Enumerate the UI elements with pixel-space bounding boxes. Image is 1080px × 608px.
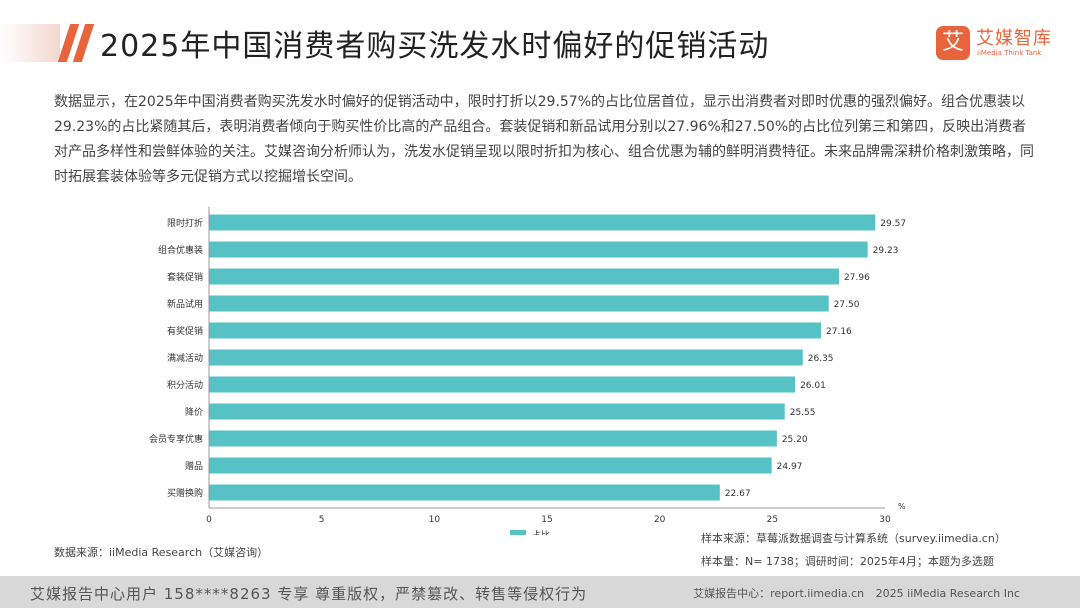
category-label: 积分活动 [167,379,203,391]
category-label: 满减活动 [167,352,203,364]
bar [209,430,777,447]
logo-icon: 艾 [936,26,970,60]
logo-subtitle: iiMedia Think Tank [977,49,1042,57]
brand-logo: 艾 艾媒智库 iiMedia Think Tank [936,22,1066,66]
category-label: 赠品 [185,460,203,472]
x-tick-label: 20 [654,515,666,525]
bar-value-label: 29.23 [873,246,899,256]
x-tick-label: 25 [767,515,778,525]
description-text: 数据显示，在2025年中国消费者购买洗发水时偏好的促销活动中，限时打折以29.5… [54,94,1034,185]
bar [209,403,785,420]
bar-value-label: 25.20 [782,435,808,445]
data-source-note: 数据来源：iiMedia Research（艾媒咨询） [54,546,269,559]
sample-info-note: 样本量：N= 1738；调研时间：2025年4月；本题为多选题 [701,555,994,568]
bar-value-label: 25.55 [790,408,816,418]
bar-value-label: 27.16 [826,327,852,337]
bar [209,376,796,393]
bar [209,322,822,339]
chart-legend: 占比 [510,529,550,535]
category-label: 套装促销 [167,271,203,283]
logo-name: 艾媒智库 [976,28,1052,49]
bar [209,268,840,285]
x-tick-label: 10 [429,515,441,525]
x-axis-unit: % [898,502,906,511]
bar [209,484,720,501]
sample-source-note: 样本来源：草莓派数据调查与计算系统（survey.iimedia.cn） [701,532,1006,545]
bar-value-label: 26.01 [800,381,826,391]
title-decoration [0,24,60,62]
bar-value-label: 22.67 [725,489,751,499]
footer-copyright-notice: 艾媒报告中心用户 158****8263 专享 尊重版权，严禁篡改、转售等侵权行… [30,585,588,603]
category-label: 买赠换购 [167,487,203,499]
bar-value-label: 27.50 [834,300,860,310]
category-label: 降价 [185,406,203,418]
bar [209,214,876,231]
footer-copyright: 2025 iiMedia Research Inc [875,587,1020,600]
bar [209,295,829,312]
bar-value-label: 24.97 [777,462,803,472]
x-axis-ticks: 0 5 10 15 20 25 30% [206,502,906,525]
bar-chart: 限时打折 29.57 组合优惠装 29.23 套装促销 27.96 新品试用 27.50 有奖促… [149,207,906,535]
chart-bars: 限时打折 29.57 组合优惠装 29.23 套装促销 27.96 新品试用 27.50 有奖促… [149,214,906,501]
x-tick-label: 30 [879,515,891,525]
bar [209,349,803,366]
header: 2025年中国消费者购买洗发水时偏好的促销活动 艾 艾媒智库 iiMedia T… [0,0,1080,88]
category-label: 会员专享优惠 [149,433,203,445]
bar-value-label: 26.35 [808,354,834,364]
footer-bar: 艾媒报告中心用户 158****8263 专享 尊重版权，严禁篡改、转售等侵权行… [0,576,1080,608]
x-tick-label: 0 [206,515,212,525]
bar-value-label: 29.57 [880,219,906,229]
footer-site-info: 艾媒报告中心：report.iimedia.cn 2025 iiMedia Re… [685,585,1020,601]
legend-swatch [510,530,526,535]
bar [209,241,868,258]
page-title: 2025年中国消费者购买洗发水时偏好的促销活动 [100,29,770,64]
legend-label: 占比 [532,529,550,535]
footer-report-center-link[interactable]: 艾媒报告中心：report.iimedia.cn [693,587,865,600]
bar-value-label: 27.96 [844,273,870,283]
category-label: 新品试用 [167,298,203,310]
bar [209,457,772,474]
category-label: 限时打折 [167,217,203,229]
x-tick-label: 15 [541,515,552,525]
category-label: 有奖促销 [167,325,203,337]
x-tick-label: 5 [319,515,325,525]
category-label: 组合优惠装 [158,244,203,256]
